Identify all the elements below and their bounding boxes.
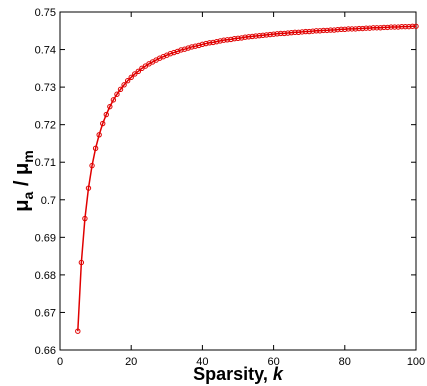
y-axis-label: μa / μm xyxy=(11,150,36,211)
y-axis-label-mu-m: μ xyxy=(11,163,33,175)
y-tick-label: 0.71 xyxy=(35,157,56,169)
y-tick-label: 0.75 xyxy=(35,7,56,19)
x-tick-label: 100 xyxy=(407,356,425,368)
x-tick-label: 0 xyxy=(57,356,63,368)
y-tick-label: 0.67 xyxy=(35,307,56,319)
y-axis-label-sub-m: m xyxy=(20,150,36,162)
y-tick-label: 0.73 xyxy=(35,82,56,94)
y-axis-label-separator: / xyxy=(11,175,33,192)
x-tick-label: 20 xyxy=(125,356,137,368)
y-tick-label: 0.68 xyxy=(35,270,56,282)
plot-area xyxy=(60,12,416,350)
y-tick-label: 0.72 xyxy=(35,120,56,132)
y-tick-label: 0.74 xyxy=(35,45,56,57)
y-axis-label-sub-a: a xyxy=(20,191,36,199)
y-tick-label: 0.66 xyxy=(35,345,56,357)
y-tick-label: 0.69 xyxy=(35,232,56,244)
y-tick-label: 0.7 xyxy=(41,195,56,207)
x-axis-label-text: Sparsity, xyxy=(193,364,273,384)
y-axis-label-mu-a: μ xyxy=(11,199,33,211)
x-tick-label: 80 xyxy=(339,356,351,368)
x-axis-label: Sparsity, k xyxy=(193,364,284,384)
x-axis-label-variable: k xyxy=(273,364,284,384)
